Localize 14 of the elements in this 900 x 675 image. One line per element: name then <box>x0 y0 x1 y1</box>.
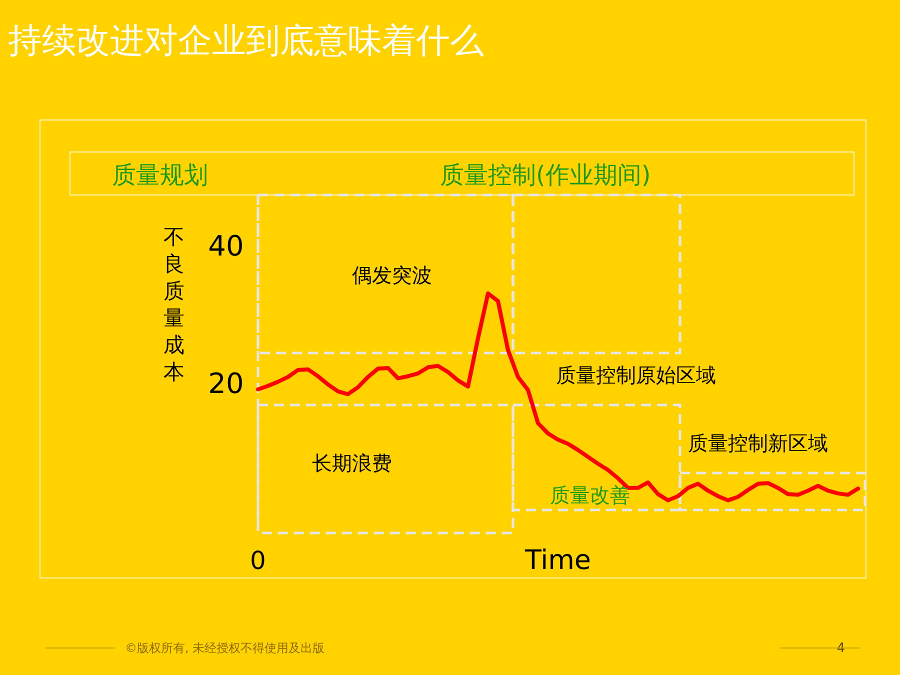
annotation: 偶发突波 <box>352 263 432 287</box>
annotation: 质量控制新区域 <box>688 431 828 455</box>
chart-title: 持续改进对企业到底意味着什么 <box>8 21 484 61</box>
text: ©版权所有, 未经授权不得使用及出版 <box>125 641 325 655</box>
y-tick-label: 20 <box>208 367 244 400</box>
text: 质量控制(作业期间) <box>440 161 651 189</box>
y-axis-title: 不良质量成本 <box>164 225 184 384</box>
x-axis-title: Time <box>524 545 592 576</box>
text: 0 <box>250 546 266 575</box>
annotation: 长期浪费 <box>312 451 392 475</box>
y-tick-label: 40 <box>208 229 244 262</box>
annotation: 质量控制原始区域 <box>556 363 716 387</box>
annotation: 质量改善 <box>550 483 630 507</box>
text: 质量规划 <box>112 161 208 189</box>
